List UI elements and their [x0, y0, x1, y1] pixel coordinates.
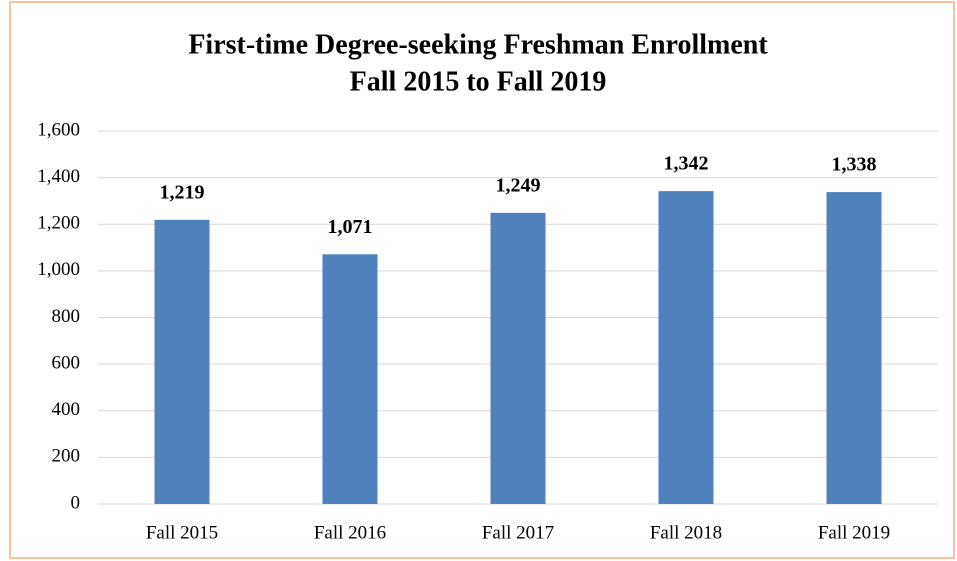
y-tick-label: 400: [52, 399, 81, 420]
value-label: 1,249: [496, 174, 541, 196]
y-tick-label: 600: [52, 352, 81, 373]
y-tick-label: 1,600: [37, 119, 80, 140]
chart-title: First-time Degree-seeking Freshman Enrol…: [188, 29, 768, 60]
y-tick-label: 1,000: [37, 259, 80, 280]
value-label: 1,071: [328, 216, 373, 238]
y-tick-label: 800: [52, 306, 81, 327]
x-tick-label: Fall 2017: [482, 522, 554, 543]
value-label: 1,342: [664, 153, 709, 175]
x-tick-label: Fall 2018: [650, 522, 722, 543]
value-label: 1,219: [160, 181, 205, 203]
y-tick-label: 1,200: [37, 213, 80, 234]
y-tick-label: 1,400: [37, 166, 80, 187]
x-tick-label: Fall 2019: [818, 522, 890, 543]
chart-subtitle: Fall 2015 to Fall 2019: [350, 66, 607, 97]
bar: [154, 219, 210, 504]
bar: [490, 212, 546, 504]
x-tick-label: Fall 2015: [146, 522, 218, 543]
bar: [826, 192, 882, 505]
value-label: 1,338: [832, 154, 877, 176]
x-tick-label: Fall 2016: [314, 522, 386, 543]
bar: [322, 254, 378, 504]
y-tick-label: 200: [52, 446, 81, 467]
bar: [658, 191, 714, 505]
y-tick-label: 0: [71, 492, 81, 513]
